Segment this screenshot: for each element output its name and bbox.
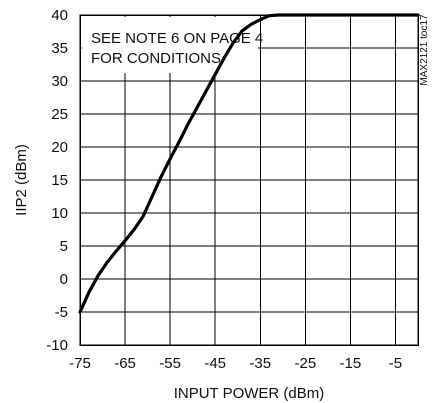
x-tick-label-5: -25 (294, 355, 316, 372)
note-line-1: SEE NOTE 6 ON PAGE 4 (91, 30, 263, 47)
y-tick-label-0: -10 (46, 337, 68, 354)
x-tick-labels: -75 -65 -55 -45 -35 -25 -15 -5 (69, 355, 402, 372)
plot-frame (79, 14, 419, 346)
x-tick-label-0: -75 (69, 355, 91, 372)
y-tick-label-1: -5 (55, 304, 68, 321)
note-background (82, 17, 258, 73)
x-tick-label-2: -55 (159, 355, 181, 372)
figure-code: MAX2121 toc17 (419, 14, 430, 86)
y-tick-label-4: 10 (51, 205, 68, 222)
x-tick-label-4: -35 (249, 355, 271, 372)
x-tick-label-7: -5 (389, 355, 402, 372)
x-axis-title: INPUT POWER (dBm) (174, 385, 325, 402)
y-tick-label-2: 0 (60, 271, 68, 288)
y-tick-label-10: 40 (51, 7, 68, 24)
x-tick-label-3: -45 (204, 355, 226, 372)
note-line-2: FOR CONDITIONS (91, 50, 221, 67)
y-axis-title: IIP2 (dBm) (13, 144, 30, 216)
x-tick-label-1: -65 (114, 355, 136, 372)
y-tick-label-9: 35 (51, 40, 68, 57)
y-tick-label-5: 15 (51, 172, 68, 189)
y-tick-label-8: 30 (51, 73, 68, 90)
y-tick-label-3: 5 (60, 238, 68, 255)
x-tick-label-6: -15 (340, 355, 362, 372)
y-tick-label-6: 20 (51, 139, 68, 156)
y-tick-labels: -10 -5 0 5 10 15 20 25 30 35 40 (46, 7, 68, 354)
y-tick-label-7: 25 (51, 106, 68, 123)
